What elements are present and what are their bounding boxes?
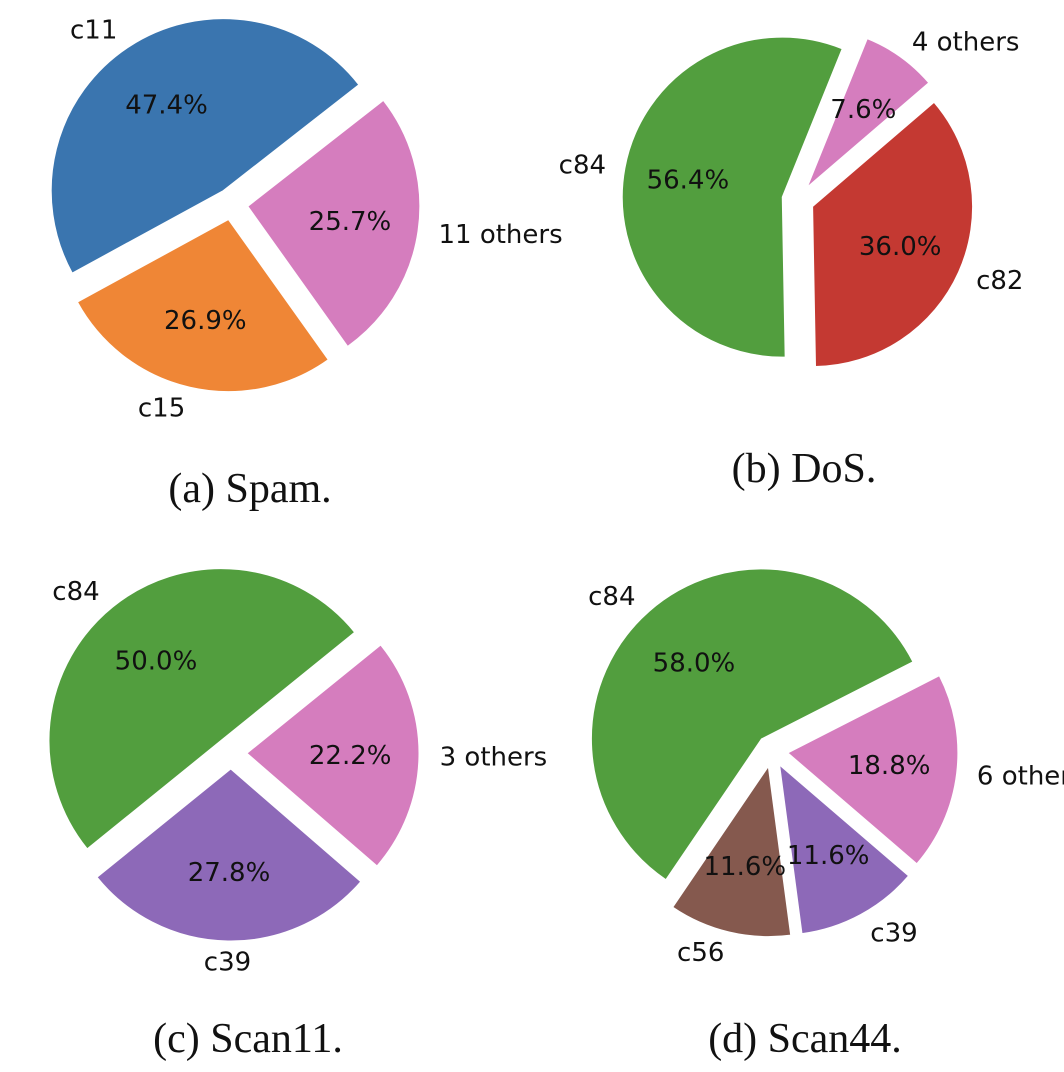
category-label-c39: c39: [870, 918, 917, 948]
pct-label-c11: 47.4%: [125, 90, 208, 120]
subfigure-caption: (c) Scan11.: [153, 1016, 343, 1062]
pct-label-c84: 50.0%: [115, 646, 198, 676]
pie-panel-2: 56.4% c84 36.0% c82 7.6% 4 others (b) DoS.: [559, 27, 1024, 492]
pie-slice-6-others: [786, 675, 959, 865]
pct-label-11-others: 25.7%: [309, 207, 392, 237]
pct-label-c39: 27.8%: [188, 858, 271, 888]
category-label-6-others: 6 others: [977, 762, 1064, 792]
pie-slice-c82: [812, 101, 974, 368]
subfigure-caption: (d) Scan44.: [708, 1016, 902, 1062]
pie-slice-c39: [778, 763, 910, 935]
pie-panel-3: 50.0% c84 27.8% c39 22.2% 3 others (c) Scan11.: [48, 568, 548, 1062]
pie-slice-3-others: [246, 644, 420, 867]
pct-label-6-others: 18.8%: [848, 751, 931, 781]
category-label-c84: c84: [559, 150, 606, 180]
pie-slice-11-others: [247, 99, 421, 348]
pie-slice-c11: [50, 18, 360, 274]
pct-label-c84: 56.4%: [647, 166, 730, 196]
pie-slice-c39: [96, 768, 362, 942]
pct-label-c56: 11.6%: [704, 852, 787, 882]
pct-label-3-others: 22.2%: [309, 741, 392, 771]
pct-label-c15: 26.9%: [164, 306, 247, 336]
subfigure-caption: (b) DoS.: [732, 446, 877, 492]
category-label-c56: c56: [677, 938, 724, 968]
category-label-3-others: 3 others: [440, 742, 548, 772]
category-label-c39: c39: [204, 948, 251, 978]
pie-slice-c15: [76, 218, 329, 393]
pie-panel-1: 47.4% c11 26.9% c15 25.7% 11 others (a) Spam.: [50, 16, 563, 512]
pct-label-c82: 36.0%: [859, 232, 942, 262]
pie-slice-c56: [672, 765, 792, 938]
pct-label-c39: 11.6%: [787, 841, 870, 871]
pie-slice-4-others: [806, 38, 930, 188]
pie-slice-c84: [48, 568, 356, 850]
pie-slice-c84: [591, 568, 914, 881]
category-label-c11: c11: [70, 16, 117, 46]
category-label-4-others: 4 others: [912, 27, 1020, 57]
pie-panel-4: 58.0% c84 11.6% c56 11.6% c39 18.8% 6 others (d)…: [588, 568, 1064, 1062]
pie-slice-c84: [621, 36, 843, 358]
category-label-c82: c82: [976, 266, 1023, 296]
category-label-c15: c15: [138, 393, 185, 423]
pct-label-4-others: 7.6%: [830, 95, 896, 125]
category-label-11-others: 11 others: [438, 220, 562, 250]
category-label-c84: c84: [52, 577, 99, 607]
pct-label-c84: 58.0%: [653, 648, 736, 678]
subfigure-caption: (a) Spam.: [168, 466, 331, 512]
category-label-c84: c84: [588, 582, 635, 612]
